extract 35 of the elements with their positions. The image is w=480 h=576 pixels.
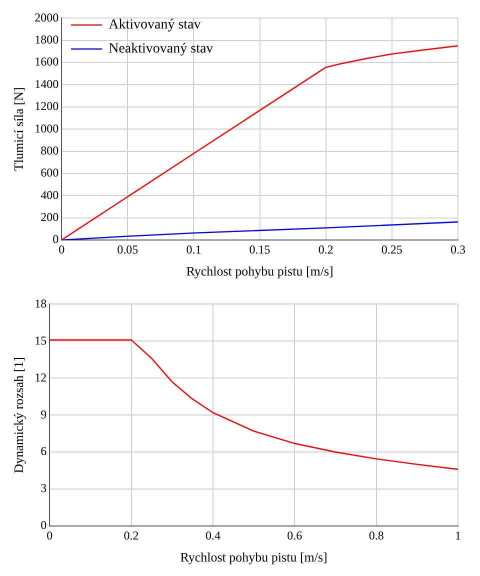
y-axis-title: Dynamický rozsah [1]: [11, 356, 26, 474]
y-tick-label: 1600: [34, 54, 59, 69]
x-tick-label: 0.4: [205, 528, 220, 542]
x-axis-title: Rychlost pohybu pistu [m/s]: [180, 550, 328, 565]
y-tick-label: 1800: [34, 32, 59, 47]
x-tick-label: 0.6: [287, 528, 302, 542]
y-tick-label: 200: [40, 210, 59, 224]
x-tick-label: 0.15: [249, 242, 270, 256]
x-tick-label: 0.8: [368, 528, 384, 542]
y-tick-label: 9: [40, 407, 47, 422]
x-tick-label: 0.25: [381, 242, 402, 256]
y-tick-label: 18: [34, 296, 47, 310]
x-tick-label: 0.1: [186, 242, 202, 256]
y-tick-label: 12: [34, 370, 47, 384]
x-tick-label: 1: [455, 528, 461, 542]
y-tick-label: 1400: [34, 76, 59, 91]
legend-label: Neaktivovaný stav: [108, 42, 214, 57]
y-tick-label: 800: [40, 143, 59, 158]
y-tick-label: 1000: [34, 121, 59, 136]
y-tick-label: 600: [40, 166, 59, 180]
y-tick-label: 0: [40, 518, 47, 532]
y-tick-label: 0: [52, 232, 59, 246]
legend-label: Aktivovaný stav: [108, 18, 201, 33]
y-tick-label: 2000: [34, 10, 59, 24]
y-axis-title: Tlumicí síla [N]: [11, 87, 26, 171]
y-tick-label: 6: [40, 444, 47, 458]
y-tick-label: 3: [40, 481, 47, 496]
y-tick-label: 400: [40, 188, 59, 202]
x-tick-label: 0.2: [318, 242, 334, 256]
x-tick-label: 0.2: [124, 528, 139, 542]
y-tick-label: 1200: [34, 99, 59, 114]
x-tick-label: 0.05: [117, 242, 138, 256]
x-tick-label: 0.3: [450, 242, 466, 256]
x-axis-title: Rychlost pohybu pistu [m/s]: [186, 264, 334, 279]
y-tick-label: 15: [34, 333, 47, 348]
